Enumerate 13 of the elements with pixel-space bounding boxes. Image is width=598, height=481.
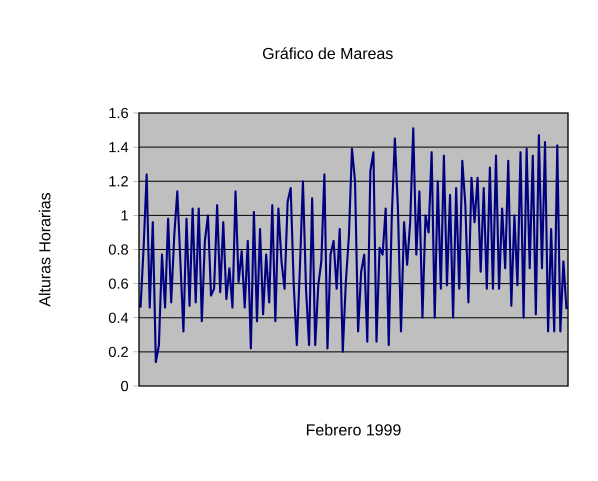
- x-axis-title: Febrero 1999: [306, 424, 401, 436]
- y-tick-label: 0.8: [108, 244, 128, 255]
- y-tick-label: 0.2: [108, 346, 128, 358]
- y-tick-label: 0.4: [108, 312, 128, 323]
- chart-title: Gráfico de Mareas: [262, 47, 393, 60]
- y-tick-label: 1.2: [109, 176, 128, 186]
- y-axis-title: Alturas Horarias: [38, 192, 50, 307]
- y-tick-label: 1: [122, 210, 128, 220]
- y-tick-label: 0.6: [108, 278, 128, 289]
- y-tick-label: 0: [121, 380, 128, 392]
- y-tick-label: 1.6: [109, 108, 128, 118]
- line-series: [139, 127, 568, 364]
- y-tick-label: 1.4: [109, 142, 128, 152]
